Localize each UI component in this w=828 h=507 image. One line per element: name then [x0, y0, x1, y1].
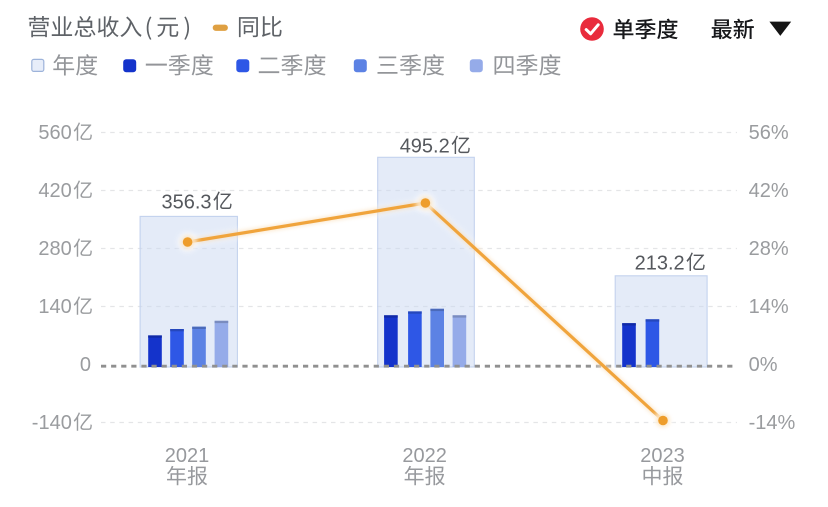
svg-text:-140: -140 [32, 412, 72, 434]
svg-text:560: 560 [38, 122, 71, 144]
svg-text:280: 280 [38, 238, 71, 260]
svg-text:2022: 2022 [402, 445, 447, 467]
svg-text:14%: 14% [749, 296, 789, 318]
svg-text:42%: 42% [749, 180, 789, 202]
svg-text:28%: 28% [749, 238, 789, 260]
svg-text:-14%: -14% [749, 412, 796, 434]
svg-text:2023: 2023 [640, 445, 685, 467]
svg-text:2021: 2021 [165, 445, 210, 467]
svg-text:356.3: 356.3 [162, 191, 212, 213]
svg-text:213.2: 213.2 [635, 252, 685, 274]
svg-text:420: 420 [38, 180, 71, 202]
svg-text:0%: 0% [749, 354, 778, 376]
svg-text:495.2: 495.2 [400, 135, 450, 157]
svg-text:140: 140 [38, 296, 71, 318]
svg-text:0: 0 [80, 354, 91, 376]
svg-text:56%: 56% [749, 122, 789, 144]
